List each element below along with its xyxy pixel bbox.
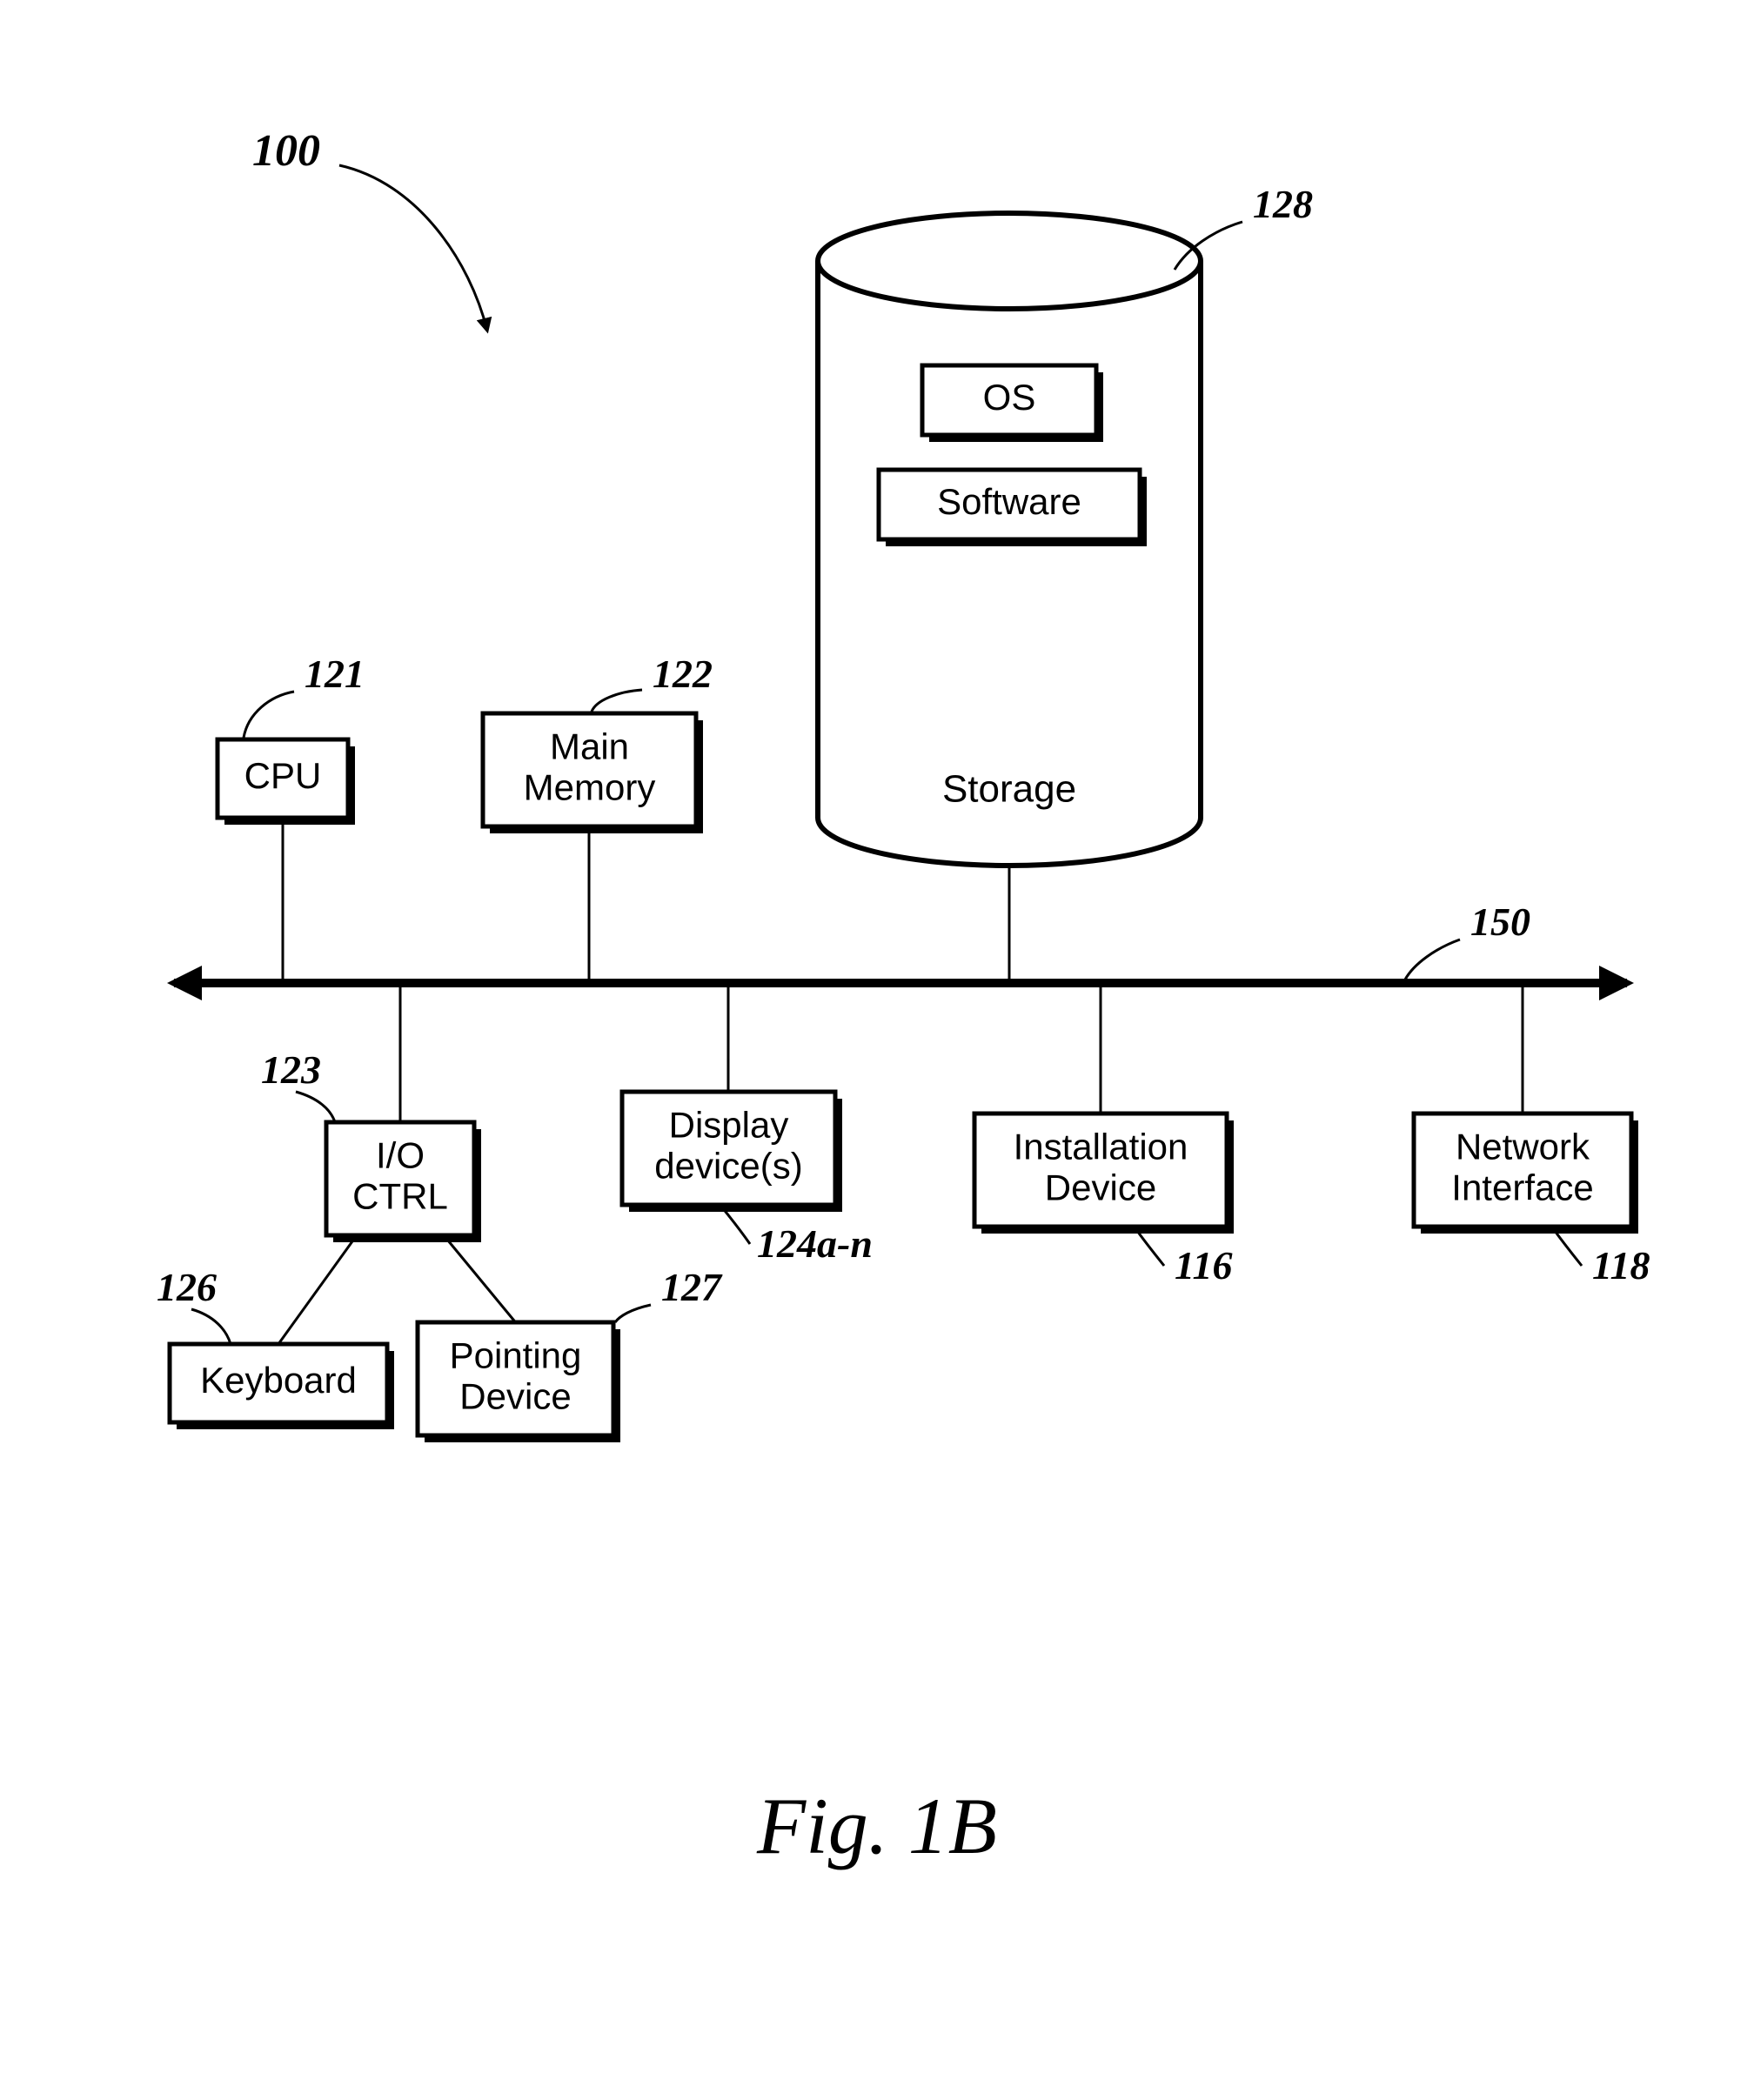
svg-text:127: 127 bbox=[661, 1265, 723, 1309]
svg-text:Display: Display bbox=[669, 1105, 789, 1146]
svg-text:Network: Network bbox=[1456, 1127, 1590, 1167]
svg-text:OS: OS bbox=[983, 377, 1036, 418]
svg-text:Interface: Interface bbox=[1451, 1167, 1593, 1208]
svg-text:118: 118 bbox=[1592, 1243, 1650, 1287]
svg-text:Device: Device bbox=[459, 1376, 571, 1417]
svg-text:device(s): device(s) bbox=[654, 1146, 802, 1187]
svg-text:121: 121 bbox=[305, 652, 365, 696]
svg-text:Main: Main bbox=[550, 726, 629, 767]
svg-text:Fig. 1B: Fig. 1B bbox=[756, 1782, 997, 1870]
svg-text:122: 122 bbox=[653, 652, 713, 696]
svg-text:CTRL: CTRL bbox=[352, 1176, 448, 1217]
svg-text:126: 126 bbox=[157, 1265, 217, 1309]
svg-text:116: 116 bbox=[1175, 1243, 1232, 1287]
svg-text:Device: Device bbox=[1045, 1167, 1156, 1208]
svg-text:CPU: CPU bbox=[244, 755, 322, 796]
svg-text:Pointing: Pointing bbox=[450, 1335, 582, 1376]
svg-text:100: 100 bbox=[252, 126, 320, 176]
svg-text:Memory: Memory bbox=[524, 767, 656, 808]
svg-text:I/O: I/O bbox=[376, 1135, 425, 1176]
svg-text:Software: Software bbox=[937, 481, 1081, 522]
svg-text:150: 150 bbox=[1470, 900, 1530, 944]
svg-text:Keyboard: Keyboard bbox=[200, 1360, 357, 1401]
svg-text:123: 123 bbox=[261, 1047, 321, 1092]
svg-text:124a-n: 124a-n bbox=[757, 1221, 873, 1266]
svg-text:Storage: Storage bbox=[942, 768, 1076, 811]
svg-text:128: 128 bbox=[1253, 182, 1313, 226]
svg-text:Installation: Installation bbox=[1014, 1127, 1188, 1167]
